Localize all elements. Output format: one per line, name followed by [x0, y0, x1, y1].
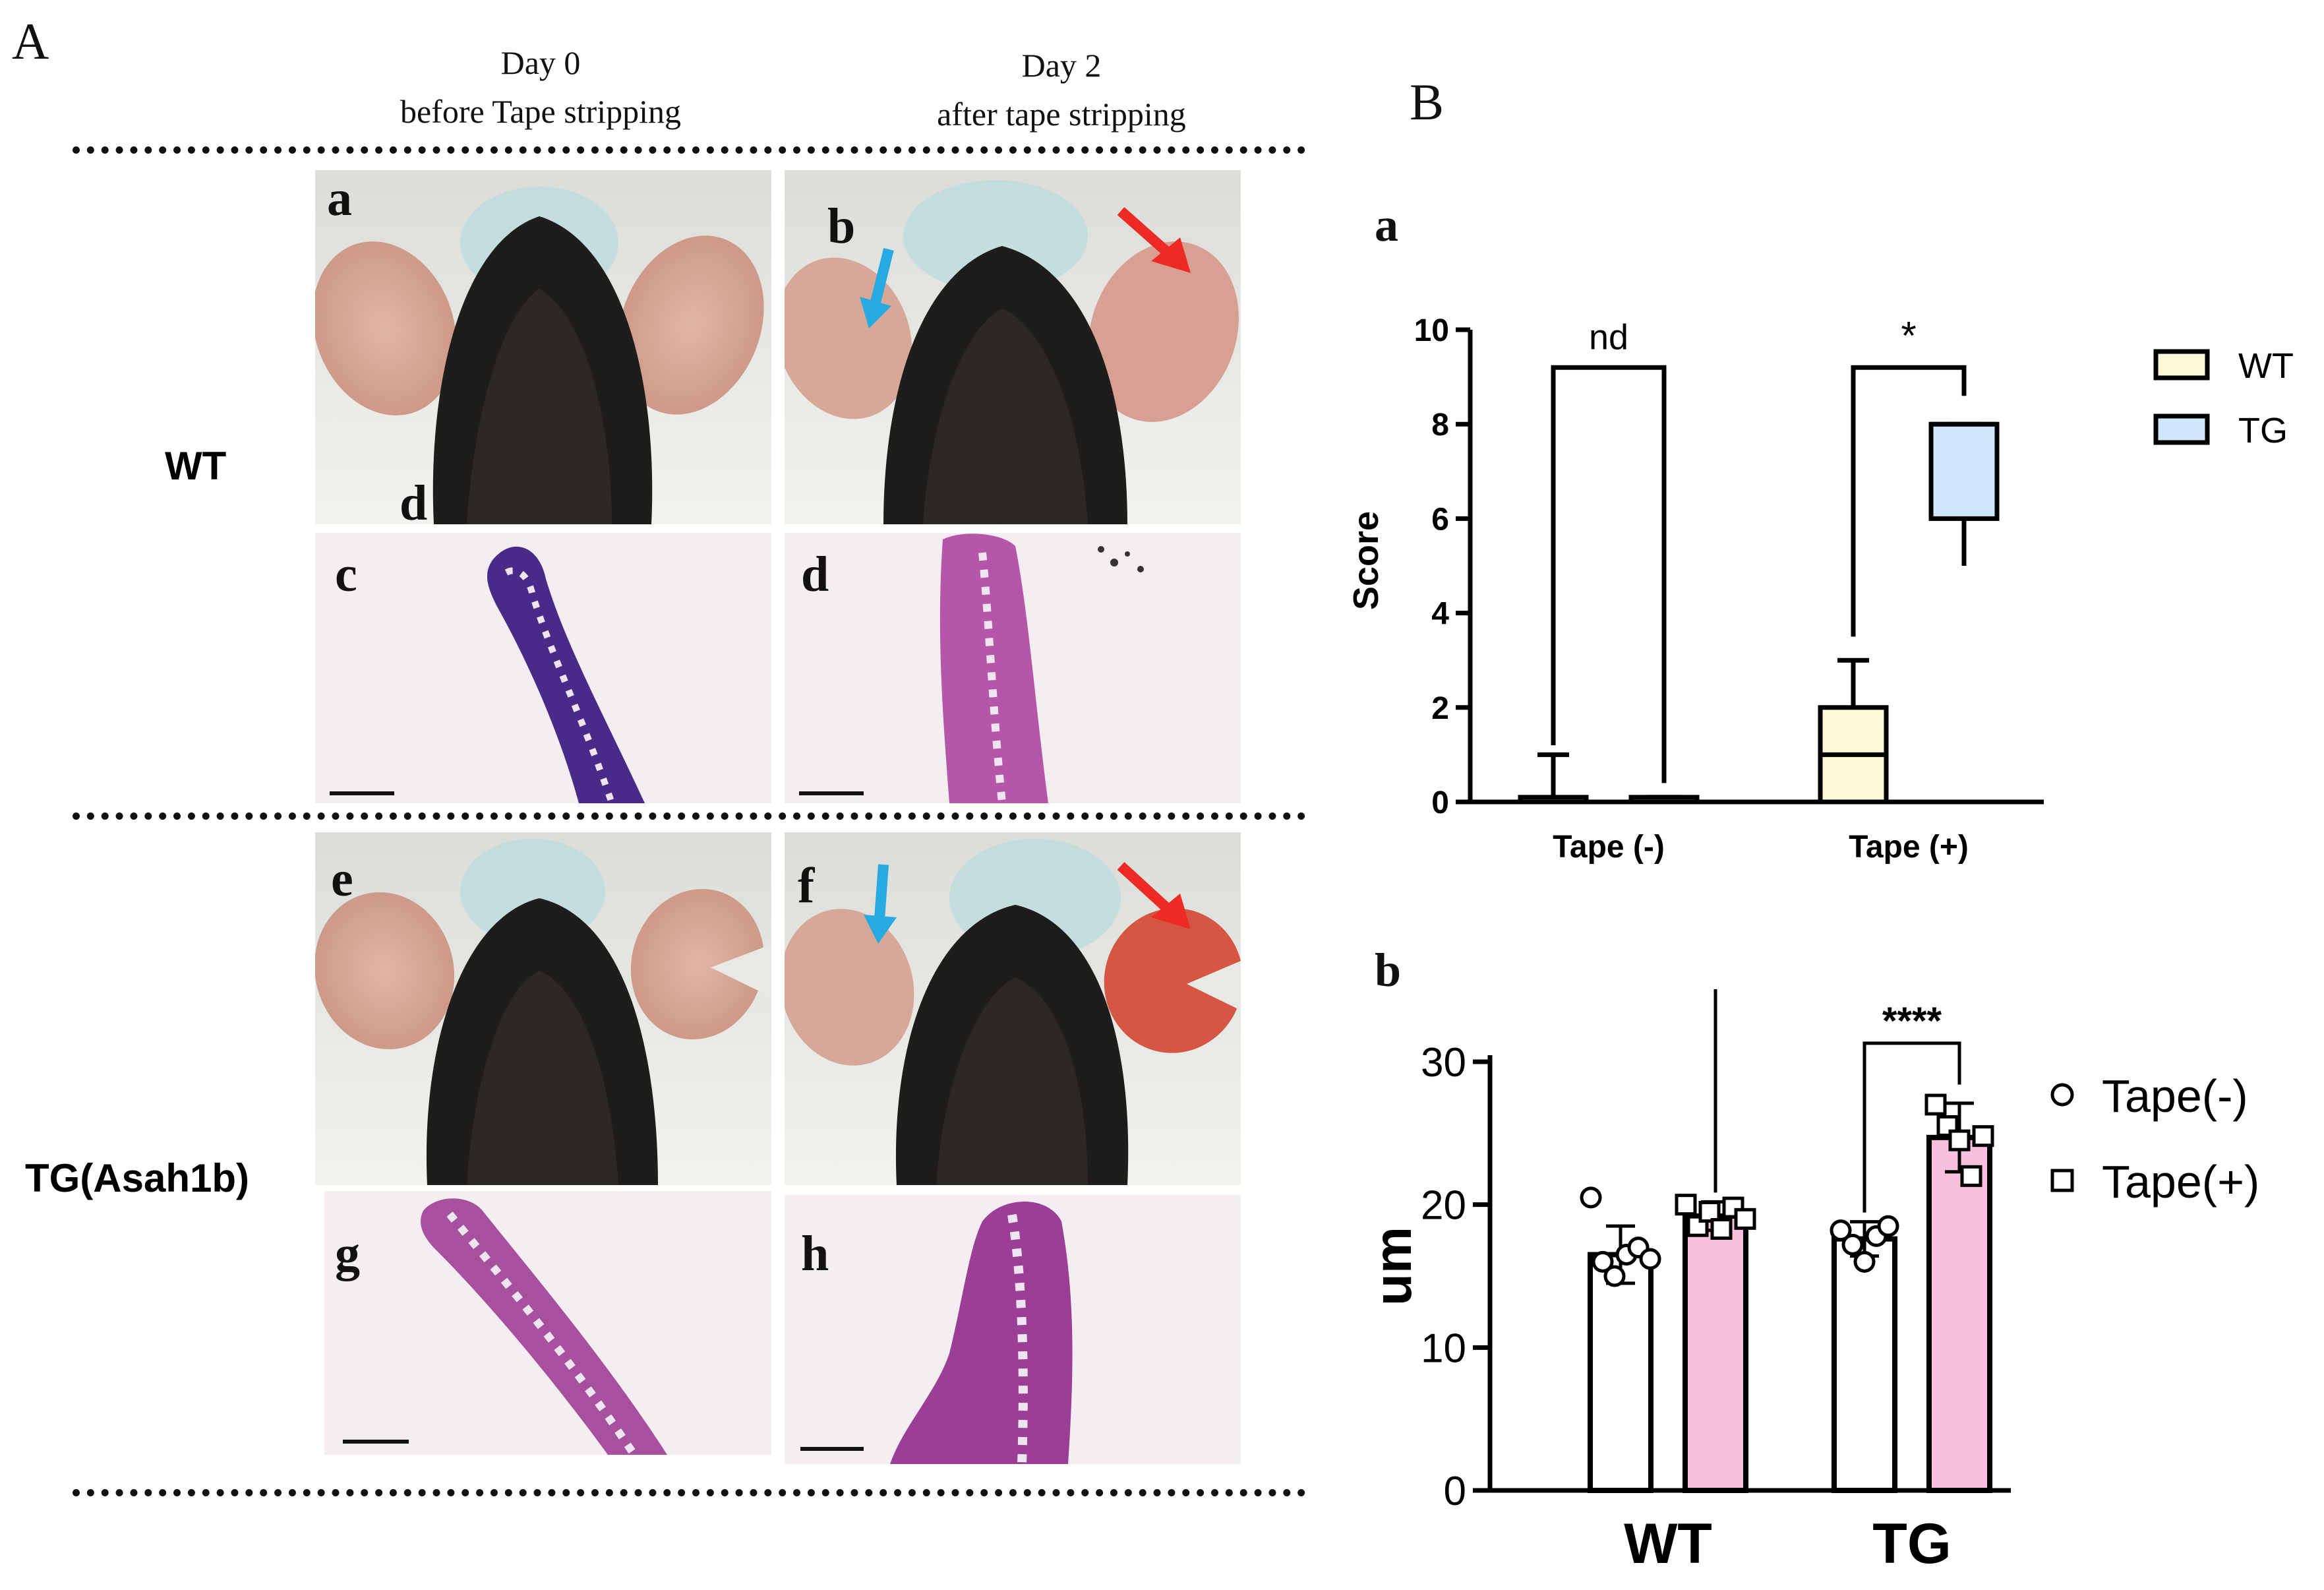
column-header-day2-line1: Day 2 [1021, 47, 1102, 84]
y-tick-label: 4 [1431, 597, 1449, 632]
histology-section-image [315, 533, 771, 803]
panel-label-a: A [12, 13, 49, 70]
histology-wt-day0 [315, 533, 771, 803]
histology-section-image [324, 1191, 771, 1455]
stray-letter-d: d [400, 475, 428, 531]
x-tick-label: Tape (+) [1849, 830, 1969, 865]
histology-wt-day2 [785, 533, 1241, 803]
y-tick-label: 10 [1421, 1326, 1466, 1371]
y-tick-label: 0 [1444, 1469, 1466, 1514]
x-tick-label: Tape (-) [1553, 830, 1665, 865]
mouse-head-image [785, 832, 1241, 1185]
significance-label: * [1901, 313, 1916, 357]
column-header-day0-line1: Day 0 [500, 44, 581, 81]
data-point [1936, 1115, 1959, 1137]
significance-label: nd [1589, 317, 1628, 357]
x-tick-label: WT [1624, 1512, 1712, 1575]
separator-middle [73, 812, 1305, 820]
mouse-head-image [315, 832, 771, 1185]
data-point [1734, 1208, 1756, 1230]
photo-tg-day0-ear [315, 832, 771, 1185]
y-tick-label: 20 [1421, 1183, 1466, 1229]
blue-arrow-icon [864, 864, 897, 944]
y-tick-label: 2 [1431, 691, 1449, 726]
column-header-day2: Day 2 after tape stripping [864, 41, 1259, 138]
data-point [1698, 1201, 1721, 1223]
red-arrow-icon [1117, 862, 1191, 929]
bar [1832, 1236, 1897, 1493]
y-tick-label: 6 [1431, 502, 1449, 537]
data-point [1972, 1125, 1994, 1147]
bar [1926, 1134, 1992, 1494]
data-point [1841, 1233, 1864, 1256]
data-point [1960, 1165, 1982, 1187]
bar [1588, 1252, 1654, 1493]
panel-letter-h: h [801, 1226, 829, 1281]
panel-letter-b: b [827, 199, 856, 254]
legend-label: TG [2238, 411, 2288, 450]
legend-label: Tape(-) [2102, 1070, 2248, 1122]
data-point [1639, 1248, 1661, 1270]
legend-swatch [2153, 413, 2210, 445]
separator-top [73, 146, 1305, 154]
box [1928, 421, 2000, 521]
y-tick-label: 30 [1421, 1040, 1466, 1085]
significance-bracket [1713, 989, 1717, 1193]
panel-letter-c: c [335, 547, 357, 602]
data-point [1853, 1250, 1876, 1273]
row-label-wt: WT [165, 444, 227, 488]
panel-letter-f: f [798, 858, 815, 913]
bar [1683, 1213, 1748, 1493]
significance-bracket [1851, 365, 1967, 637]
photo-wt-day0-ear [315, 170, 771, 524]
panel-letter-d: d [801, 547, 829, 602]
data-point [1603, 1265, 1626, 1287]
panel-letter-g: g [335, 1226, 360, 1281]
y-tick-label: 0 [1431, 785, 1449, 820]
histology-tg-day2 [785, 1195, 1241, 1464]
y-axis-label: um [1363, 1227, 1422, 1306]
y-tick-label: 8 [1431, 408, 1449, 443]
data-point [1710, 1218, 1733, 1240]
panel-label-b: B [1410, 73, 1445, 131]
significance-bracket [1551, 365, 1667, 783]
row-label-tg: TG(Asah1b) [25, 1156, 250, 1200]
data-point [1948, 1129, 1971, 1151]
blue-arrow-icon [860, 248, 894, 328]
panel-letter-e: e [331, 851, 353, 907]
data-point [1877, 1215, 1899, 1237]
data-point [1924, 1093, 1947, 1116]
score-box-chart: Score 0 2 4 6 8 10 Tape (-) Tape (+) nd * WT TG [1346, 313, 2294, 865]
y-axis-label: Score [1346, 511, 1386, 610]
red-arrow-icon [1117, 207, 1191, 273]
x-tick-label: TG [1872, 1512, 1951, 1575]
column-header-day0-line2: before Tape stripping [400, 93, 681, 130]
column-header-day2-line2: after tape stripping [937, 96, 1186, 133]
histology-section-image [785, 533, 1241, 803]
legend-marker [2050, 1169, 2074, 1192]
histology-section-image [785, 1195, 1241, 1464]
column-header-day0: Day 0 before Tape stripping [343, 38, 738, 136]
y-tick-label: 10 [1414, 313, 1449, 348]
panel-letter-a: a [327, 171, 352, 226]
mouse-head-image [315, 170, 771, 524]
data-point [1675, 1194, 1697, 1216]
significance-label: **** [1882, 1000, 1942, 1043]
histology-tg-day0 [324, 1191, 771, 1455]
legend-label: Tape(+) [2102, 1156, 2259, 1208]
photo-tg-day2-ear [785, 832, 1241, 1185]
separator-bottom [73, 1489, 1305, 1496]
data-point [1830, 1219, 1852, 1242]
data-point [1580, 1186, 1602, 1209]
legend-marker [2050, 1083, 2074, 1107]
chart-label-b: b [1375, 944, 1402, 996]
legend-label: WT [2238, 346, 2294, 386]
significance-bracket [1862, 1041, 1961, 1213]
data-point [1592, 1250, 1614, 1273]
legend-swatch [2153, 349, 2210, 381]
chart-label-a: a [1375, 199, 1398, 251]
